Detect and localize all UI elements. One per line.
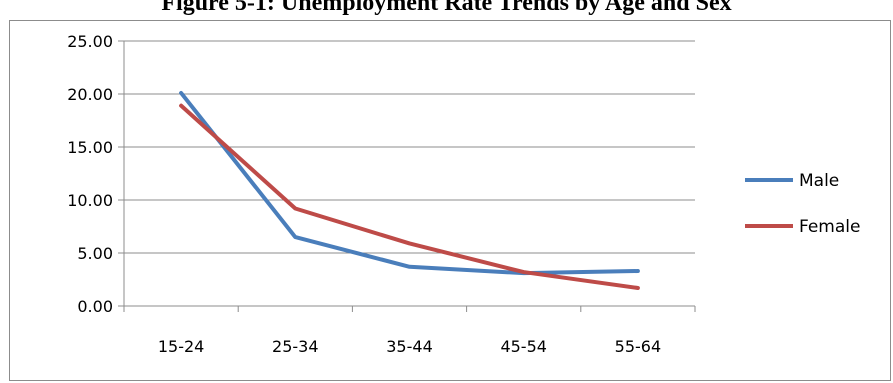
legend-label-male: Male xyxy=(799,171,839,191)
y-tick-label: 5.00 xyxy=(77,244,113,263)
series-line-female xyxy=(179,103,640,290)
legend-label-female: Female xyxy=(799,217,860,237)
y-tick-label: 15.00 xyxy=(67,138,113,157)
axes xyxy=(118,40,696,312)
y-tick-label: 0.00 xyxy=(77,297,113,316)
gridlines xyxy=(124,40,695,254)
series-lines xyxy=(179,90,640,290)
y-tick-labels: 0.00 5.00 10.00 15.00 20.00 25.00 xyxy=(67,32,113,316)
x-tick-label: 35-44 xyxy=(386,337,433,356)
y-tick-label: 25.00 xyxy=(67,32,113,51)
x-tick-label: 15-24 xyxy=(158,337,205,356)
legend: Male Female xyxy=(745,171,860,237)
y-tick-label: 10.00 xyxy=(67,191,113,210)
x-tick-labels: 15-24 25-34 35-44 45-54 55-64 xyxy=(158,337,661,356)
x-tick-label: 25-34 xyxy=(272,337,319,356)
y-tick-label: 20.00 xyxy=(67,85,113,104)
chart-title: Figure 5-1: Unemployment Rate Trends by … xyxy=(161,0,732,16)
x-tick-label: 55-64 xyxy=(615,337,662,356)
series-line-male xyxy=(179,90,640,276)
x-tick-label: 45-54 xyxy=(500,337,547,356)
